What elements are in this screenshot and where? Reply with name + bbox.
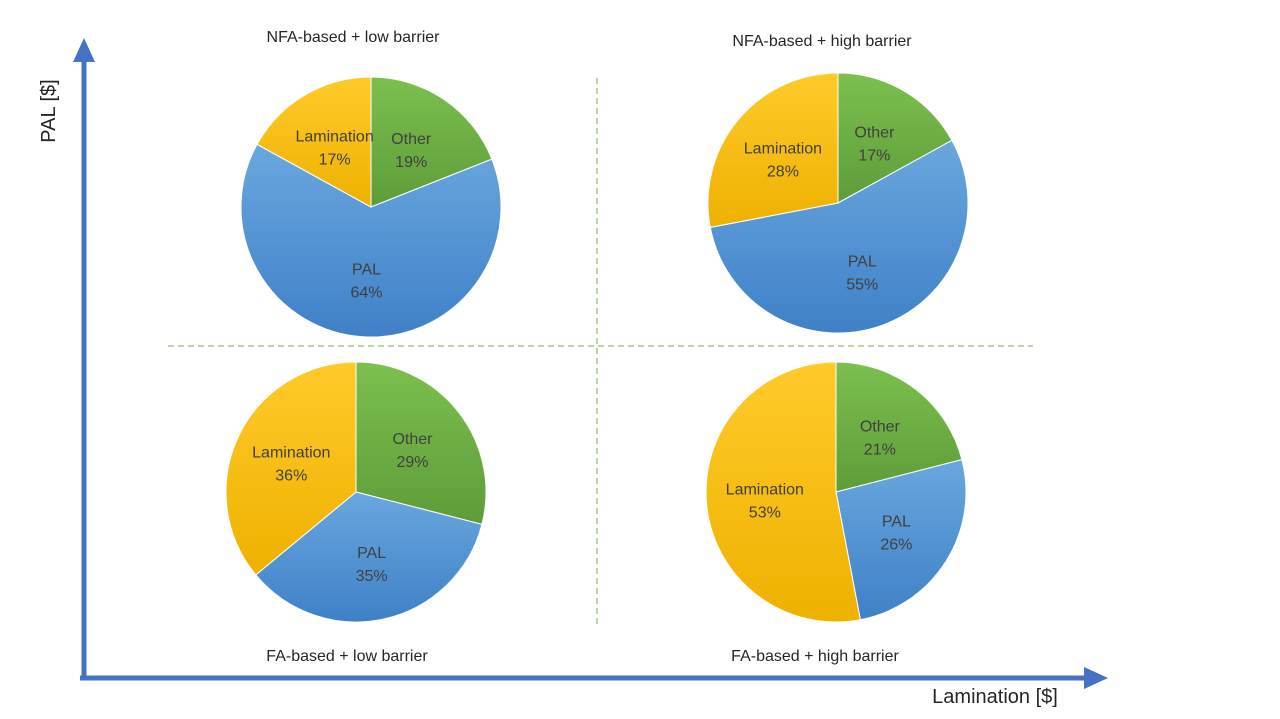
slice-label-lamination: Lamination (726, 482, 804, 499)
slice-value-lamination: 53% (749, 505, 781, 522)
slice-pal (240, 143, 502, 338)
slice-label-pal: PAL (848, 253, 877, 270)
slice-value-other: 29% (396, 454, 428, 471)
pie-bottom-right: Other 21% PAL 26% Lamination 53% (705, 361, 967, 623)
chart-title-nfa-low: NFA-based + low barrier (267, 29, 441, 46)
x-axis (80, 667, 1108, 689)
slice-label-other: Other (391, 131, 432, 148)
slice-value-other: 17% (858, 147, 890, 164)
slice-value-other: 21% (864, 442, 896, 459)
slice-other (355, 361, 487, 525)
slice-label-pal: PAL (352, 261, 381, 278)
slice-label-lamination: Lamination (744, 140, 822, 157)
pie-top-left: Other 19% PAL 64% Lamination 17% (240, 76, 502, 338)
slice-lamination (256, 76, 372, 208)
pie-bottom-left: Other 29% PAL 35% Lamination 36% (225, 361, 487, 623)
slice-label-lamination: Lamination (295, 128, 373, 145)
slice-value-lamination: 28% (767, 163, 799, 180)
slice-label-other: Other (860, 419, 901, 436)
slice-label-pal: PAL (882, 513, 911, 530)
pie-top-right: Other 17% PAL 55% Lamination 28% (707, 72, 969, 334)
slice-label-lamination: Lamination (252, 445, 330, 462)
slice-value-pal: 55% (846, 276, 878, 293)
slice-value-lamination: 36% (275, 468, 307, 485)
x-axis-label: Lamination [$] (932, 686, 1058, 708)
pie-charts: Other 19% PAL 64% Lamination 17% Other 17% PAL 55… (225, 72, 969, 623)
chart-title-fa-low: FA-based + low barrier (266, 648, 428, 665)
x-axis-arrowhead (1084, 667, 1108, 689)
slice-label-other: Other (392, 431, 433, 448)
slice-value-pal: 35% (356, 568, 388, 585)
slice-value-pal: 26% (880, 536, 912, 553)
slice-pal (255, 491, 483, 623)
slice-value-lamination: 17% (319, 151, 351, 168)
chart-title-fa-high: FA-based + high barrier (731, 648, 899, 665)
slice-lamination (705, 361, 861, 623)
slice-other (837, 72, 953, 204)
slice-label-other: Other (854, 124, 895, 141)
slice-label-pal: PAL (357, 545, 386, 562)
y-axis-label: PAL [$] (38, 79, 60, 142)
slice-lamination (225, 361, 357, 576)
slice-pal (709, 139, 969, 334)
chart-title-nfa-high: NFA-based + high barrier (732, 33, 912, 50)
slice-other (370, 76, 493, 208)
slice-lamination (707, 72, 839, 228)
y-axis-arrowhead (73, 38, 95, 62)
slice-pal (835, 459, 967, 621)
y-axis (73, 38, 95, 680)
slice-other (835, 361, 963, 493)
slice-value-other: 19% (395, 154, 427, 171)
slice-value-pal: 64% (350, 284, 382, 301)
